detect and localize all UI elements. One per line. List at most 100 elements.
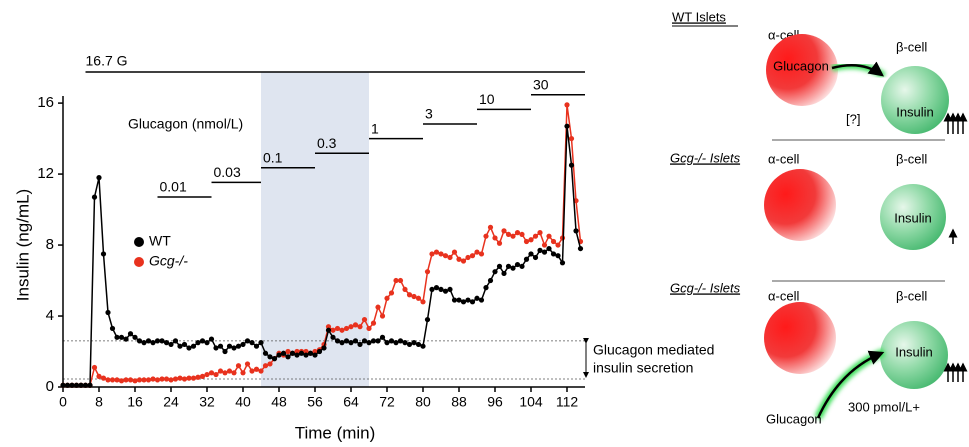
- data-point: [550, 238, 557, 245]
- cell-label: β-cell: [896, 39, 927, 54]
- data-point: [501, 228, 507, 234]
- data-point: [249, 340, 255, 346]
- data-point: [163, 376, 170, 382]
- reference-label: insulin secretion: [593, 360, 693, 376]
- data-point: [123, 336, 129, 342]
- data-point: [330, 334, 336, 340]
- data-point: [447, 286, 453, 293]
- legend-label: Gcg-/-: [149, 253, 188, 269]
- data-point: [411, 293, 417, 300]
- data-point: [141, 377, 147, 383]
- data-point: [469, 299, 476, 305]
- alpha-cell: [764, 169, 836, 241]
- x-tick-label: 96: [487, 394, 503, 410]
- data-point: [181, 376, 188, 382]
- data-point: [519, 231, 525, 238]
- data-point: [145, 338, 152, 344]
- data-point: [366, 340, 372, 346]
- data-point: [361, 316, 368, 323]
- legend-marker: [134, 237, 144, 247]
- data-point: [379, 313, 386, 319]
- x-tick-label: 80: [415, 394, 431, 410]
- data-point: [447, 254, 453, 261]
- cell-text: Glucagon: [773, 58, 829, 73]
- shade-region: [261, 72, 369, 387]
- cell-text: Insulin: [894, 210, 932, 225]
- x-tick-label: 72: [379, 394, 395, 410]
- data-point: [379, 334, 386, 340]
- data-point: [105, 377, 111, 383]
- data-point: [267, 361, 273, 367]
- y-tick-label: 8: [46, 236, 54, 253]
- data-point: [334, 325, 341, 332]
- data-point: [123, 377, 129, 383]
- data-point: [406, 292, 413, 298]
- data-point: [226, 343, 233, 349]
- data-point: [406, 341, 413, 348]
- panel-title: Gcg-/- Islets: [670, 150, 741, 165]
- alpha-cell: [766, 34, 838, 106]
- data-point: [159, 338, 165, 344]
- data-point: [384, 295, 390, 301]
- data-point: [217, 368, 224, 374]
- data-point: [442, 288, 449, 294]
- data-point: [217, 343, 224, 349]
- data-point: [321, 345, 327, 351]
- y-tick-label: 16: [37, 94, 54, 111]
- data-point: [424, 316, 431, 323]
- data-point: [393, 340, 399, 346]
- data-point: [388, 290, 395, 296]
- source-text: Glucagon: [766, 411, 822, 426]
- data-point: [451, 297, 458, 303]
- beta-cell: [881, 66, 949, 134]
- data-point: [213, 345, 219, 351]
- data-point: [145, 377, 152, 383]
- data-point: [433, 249, 440, 255]
- data-point: [240, 341, 246, 348]
- data-point: [298, 350, 305, 356]
- data-point: [132, 378, 138, 384]
- data-point: [109, 377, 116, 383]
- data-point: [559, 260, 566, 266]
- data-point: [514, 261, 521, 268]
- data-point: [465, 297, 471, 303]
- data-point: [240, 370, 246, 376]
- data-point: [577, 245, 584, 252]
- data-point: [415, 295, 422, 301]
- data-point: [451, 249, 458, 255]
- data-point: [96, 373, 102, 379]
- x-tick-label: 8: [95, 394, 103, 410]
- data-point: [568, 162, 575, 168]
- data-point: [195, 340, 201, 346]
- data-point: [159, 376, 165, 382]
- data-point: [231, 345, 237, 351]
- glucagon-step-label: 1: [371, 120, 379, 136]
- data-point: [514, 230, 521, 236]
- data-point: [478, 251, 485, 257]
- cell-label: α-cell: [768, 288, 799, 303]
- data-point: [118, 334, 125, 340]
- data-point: [100, 251, 107, 257]
- data-point: [541, 249, 548, 255]
- beta-cell: [880, 184, 946, 250]
- data-point: [276, 352, 282, 358]
- x-tick-label: 104: [519, 394, 543, 410]
- data-point: [177, 343, 183, 349]
- data-point: [519, 263, 525, 269]
- data-point: [204, 371, 210, 378]
- data-point: [150, 340, 156, 346]
- data-point: [501, 270, 507, 277]
- alpha-cell: [764, 302, 836, 374]
- data-point: [181, 341, 188, 348]
- data-point: [132, 334, 138, 340]
- data-point: [136, 377, 143, 383]
- x-tick-label: 32: [199, 394, 215, 410]
- data-point: [294, 352, 300, 358]
- x-axis-label: Time (min): [295, 423, 376, 442]
- data-point: [334, 338, 341, 344]
- data-point: [199, 338, 206, 344]
- data-point: [154, 377, 161, 383]
- data-point: [222, 348, 228, 355]
- data-point: [357, 324, 363, 330]
- data-point: [231, 370, 237, 376]
